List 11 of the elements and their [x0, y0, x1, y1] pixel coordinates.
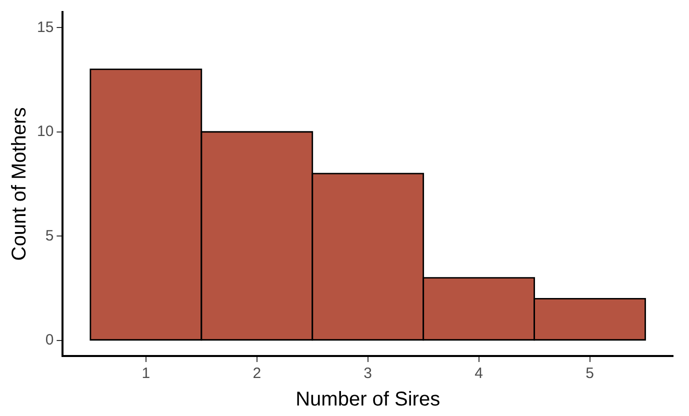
y-tick-label: 10	[36, 123, 54, 140]
x-tick-label: 5	[586, 365, 594, 382]
x-axis-title: Number of Sires	[296, 388, 440, 411]
x-tick-label: 4	[474, 365, 483, 382]
y-tick-label: 5	[45, 227, 54, 244]
x-tick-label: 3	[364, 365, 372, 382]
x-tick-label: 2	[252, 365, 262, 382]
y-tick-label: 0	[45, 332, 54, 349]
y-axis-title: Count of Mothers	[8, 107, 31, 261]
y-tick-label: 15	[36, 18, 54, 36]
x-tick-label: 1	[142, 365, 150, 382]
